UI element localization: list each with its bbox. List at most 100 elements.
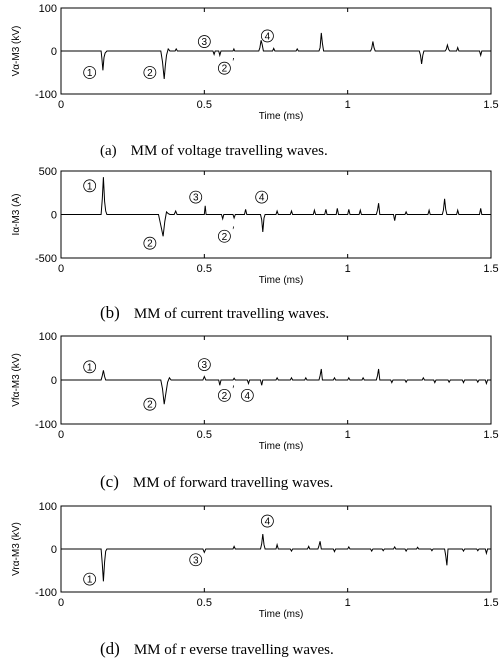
x-tick-label: 0.5 bbox=[197, 429, 212, 441]
series-line bbox=[61, 533, 491, 582]
marker-3: 3 bbox=[197, 358, 211, 372]
marker-3: 3 bbox=[189, 553, 203, 567]
panel-caption: (a) MM of voltage travelling waves. bbox=[100, 143, 328, 159]
marker-label: 3 bbox=[193, 193, 199, 204]
x-tick-label: 0 bbox=[58, 263, 64, 275]
marker-3: 3 bbox=[197, 35, 211, 48]
y-axis-label: Vα-M3 (kV) bbox=[11, 26, 22, 77]
marker-1: 1 bbox=[83, 572, 97, 586]
series-line bbox=[61, 32, 491, 80]
marker-label: 1 bbox=[87, 362, 93, 373]
x-tick-label: 1.5 bbox=[483, 99, 498, 111]
x-tick-label: 1.5 bbox=[483, 263, 498, 275]
y-tick-label: 0 bbox=[51, 210, 57, 222]
y-tick-label: 500 bbox=[39, 166, 57, 178]
marker-circle bbox=[189, 190, 203, 204]
y-tick-label: 0 bbox=[51, 375, 57, 387]
marker-label: 1 bbox=[87, 575, 93, 586]
marker-label: 3 bbox=[202, 360, 208, 371]
x-tick-label: 1 bbox=[345, 597, 351, 609]
marker-2: 2′ bbox=[217, 384, 234, 402]
panel-caption: (b) MM of current travelling waves. bbox=[100, 303, 329, 322]
marker-circle bbox=[83, 572, 97, 586]
marker-circle bbox=[217, 229, 231, 243]
x-tick-label: 1 bbox=[345, 99, 351, 111]
marker-label: 2 bbox=[222, 232, 228, 243]
marker-1: 1 bbox=[83, 66, 97, 79]
x-axis-label: Time (ms) bbox=[259, 609, 304, 620]
caption-prefix: (a) bbox=[100, 143, 117, 159]
marker-2: 2 bbox=[143, 66, 157, 79]
marker-circle bbox=[189, 553, 203, 567]
marker-label: 1 bbox=[87, 181, 93, 192]
y-tick-label: -100 bbox=[35, 419, 57, 431]
y-tick-label: 100 bbox=[39, 501, 57, 513]
marker-circle bbox=[217, 388, 231, 402]
marker-circle bbox=[83, 179, 97, 193]
marker-1: 1 bbox=[83, 179, 97, 193]
marker-circle bbox=[83, 360, 97, 374]
panel-caption: (c) MM of forward travelling waves. bbox=[100, 472, 333, 491]
marker-circle bbox=[83, 66, 97, 79]
y-axis-label: Vfα-M3 (kV) bbox=[11, 353, 22, 407]
x-axis-label: Time (ms) bbox=[259, 275, 304, 286]
x-tick-label: 0.5 bbox=[197, 263, 212, 275]
y-tick-label: -100 bbox=[35, 89, 57, 101]
caption-prefix: (c) bbox=[100, 472, 119, 491]
marker-label: 2 bbox=[222, 64, 228, 75]
x-tick-label: 0 bbox=[58, 597, 64, 609]
x-axis-label: Time (ms) bbox=[259, 111, 304, 122]
marker-label: 4 bbox=[245, 391, 251, 402]
marker-circle bbox=[260, 514, 274, 528]
marker-2: 2 bbox=[143, 236, 157, 250]
y-tick-label: -100 bbox=[35, 587, 57, 599]
marker-circle bbox=[255, 190, 269, 204]
y-tick-label: 100 bbox=[39, 3, 57, 15]
marker-2: 2′ bbox=[217, 57, 234, 75]
marker-label: 2 bbox=[222, 391, 228, 402]
x-tick-label: 0.5 bbox=[197, 597, 212, 609]
marker-2: 2′ bbox=[217, 225, 234, 243]
x-tick-label: 1 bbox=[345, 263, 351, 275]
x-tick-label: 1.5 bbox=[483, 429, 498, 441]
marker-3: 3 bbox=[189, 190, 203, 204]
caption-prefix: (d) bbox=[100, 639, 120, 658]
marker-2: 2 bbox=[143, 397, 157, 411]
caption-text: MM of r everse travelling waves. bbox=[134, 642, 334, 658]
marker-label: 4 bbox=[265, 31, 271, 42]
y-tick-label: 0 bbox=[51, 46, 57, 58]
x-tick-label: 1.5 bbox=[483, 597, 498, 609]
marker-label: 2 bbox=[147, 400, 153, 411]
caption-text: MM of voltage travelling waves. bbox=[131, 143, 328, 159]
caption-prefix: (b) bbox=[100, 303, 120, 322]
x-tick-label: 0.5 bbox=[197, 99, 212, 111]
marker-label: 4 bbox=[265, 517, 271, 528]
marker-circle bbox=[143, 397, 157, 411]
marker-circle bbox=[197, 35, 211, 48]
marker-4: 4 bbox=[240, 388, 254, 402]
marker-prime: ′ bbox=[232, 384, 234, 395]
y-tick-label: 0 bbox=[51, 544, 57, 556]
marker-prime: ′ bbox=[232, 225, 234, 236]
marker-circle bbox=[143, 236, 157, 250]
marker-label: 4 bbox=[259, 193, 265, 204]
marker-circle bbox=[260, 29, 274, 43]
y-axis-label: Vrα-M3 (kV) bbox=[11, 522, 22, 576]
caption-text: MM of forward travelling waves. bbox=[133, 475, 333, 491]
y-tick-label: 100 bbox=[39, 331, 57, 343]
marker-prime: ′ bbox=[232, 57, 234, 68]
marker-circle bbox=[217, 61, 231, 75]
x-tick-label: 1 bbox=[345, 429, 351, 441]
series-line bbox=[61, 368, 491, 405]
marker-1: 1 bbox=[83, 360, 97, 374]
panel-caption: (d) MM of r everse travelling waves. bbox=[100, 639, 334, 658]
series-line bbox=[61, 177, 491, 237]
marker-circle bbox=[197, 358, 211, 372]
marker-label: 2 bbox=[147, 239, 153, 250]
marker-4: 4 bbox=[260, 29, 274, 43]
marker-circle bbox=[143, 66, 157, 79]
x-axis-label: Time (ms) bbox=[259, 441, 304, 452]
